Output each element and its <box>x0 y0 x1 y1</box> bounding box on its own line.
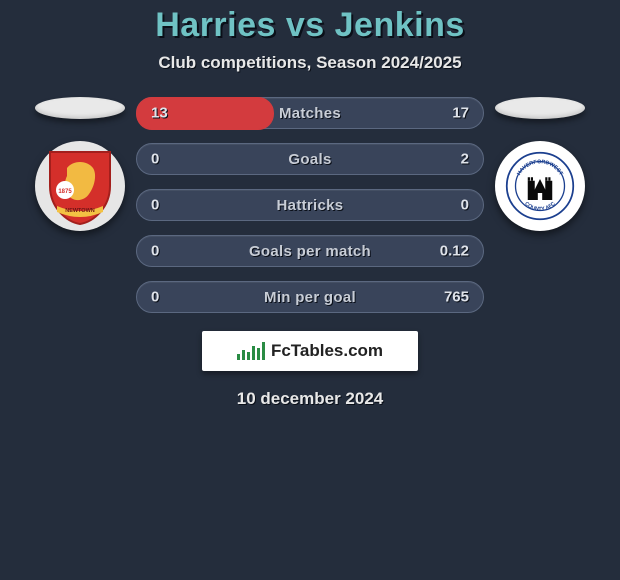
stat-value-left: 0 <box>151 289 159 306</box>
stat-label: Goals <box>288 151 331 168</box>
stat-label: Hattricks <box>277 197 344 214</box>
stat-value-right: 0.12 <box>440 243 469 260</box>
comparison-card: Harries vs Jenkins Club competitions, Se… <box>0 0 620 580</box>
stat-pill: 0 Hattricks 0 <box>136 189 484 221</box>
right-player-oval <box>495 97 585 119</box>
left-side-column: 1875 NEWTOWN <box>30 97 130 231</box>
stat-value-left: 13 <box>151 105 168 122</box>
right-side-column: HAVERFORDWEST COUNTY AFC <box>490 97 590 231</box>
stat-value-right: 17 <box>452 105 469 122</box>
date-text: 10 december 2024 <box>0 389 620 409</box>
stats-area: 1875 NEWTOWN 13 Matches 17 0 Goals 2 0 Hattrick… <box>0 97 620 313</box>
stat-value-right: 765 <box>444 289 469 306</box>
stat-value-left: 0 <box>151 151 159 168</box>
stat-value-right: 2 <box>461 151 469 168</box>
brand-text: FcTables.com <box>271 341 383 361</box>
stat-pill: 0 Goals per match 0.12 <box>136 235 484 267</box>
subtitle: Club competitions, Season 2024/2025 <box>0 53 620 73</box>
bar-chart-icon <box>237 342 265 360</box>
haverfordwest-badge-icon: HAVERFORDWEST COUNTY AFC <box>505 146 575 226</box>
stat-label: Matches <box>279 105 341 122</box>
newtown-shield-icon: 1875 NEWTOWN <box>45 146 115 226</box>
right-club-crest: HAVERFORDWEST COUNTY AFC <box>495 141 585 231</box>
stat-value-right: 0 <box>461 197 469 214</box>
stat-value-left: 0 <box>151 197 159 214</box>
stat-value-left: 0 <box>151 243 159 260</box>
page-title: Harries vs Jenkins <box>0 6 620 45</box>
crest-year: 1875 <box>58 189 72 195</box>
stat-label: Min per goal <box>264 289 356 306</box>
left-club-crest: 1875 NEWTOWN <box>35 141 125 231</box>
stat-pill: 0 Min per goal 765 <box>136 281 484 313</box>
stat-pill: 13 Matches 17 <box>136 97 484 129</box>
stat-pill-column: 13 Matches 17 0 Goals 2 0 Hattricks 0 0 Goals per … <box>136 97 484 313</box>
left-player-oval <box>35 97 125 119</box>
stat-label: Goals per match <box>249 243 371 260</box>
brand-badge[interactable]: FcTables.com <box>202 331 418 371</box>
crest-label-left: NEWTOWN <box>65 208 95 214</box>
stat-pill: 0 Goals 2 <box>136 143 484 175</box>
